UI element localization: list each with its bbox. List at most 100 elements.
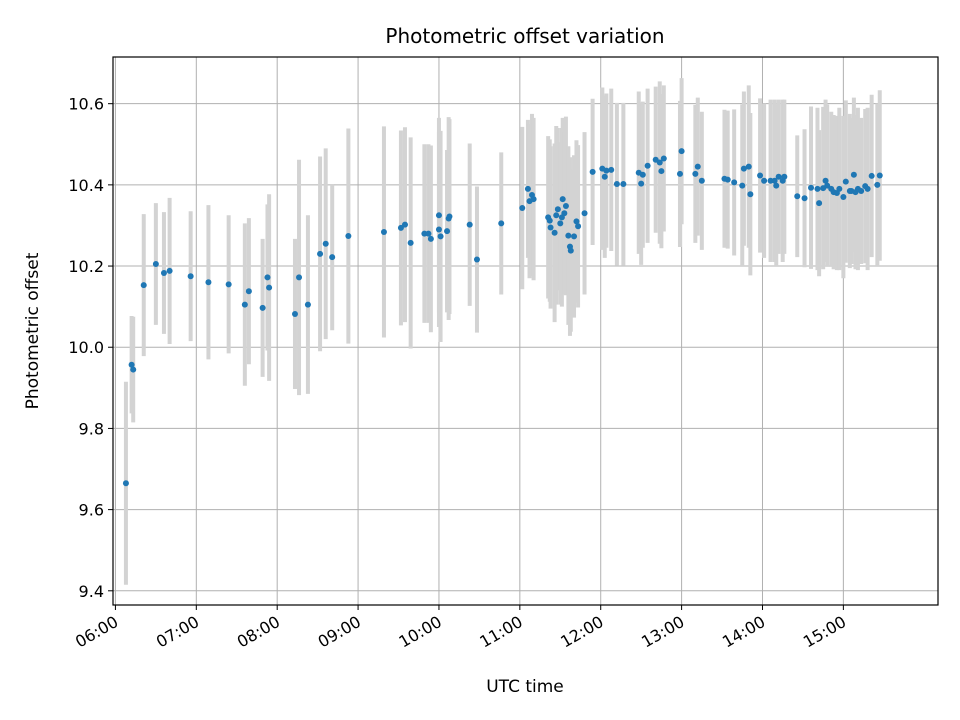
data-point bbox=[437, 233, 444, 240]
data-point bbox=[822, 177, 829, 184]
data-point bbox=[692, 170, 699, 177]
data-point bbox=[554, 206, 561, 213]
data-point bbox=[444, 228, 451, 235]
data-point bbox=[771, 177, 778, 184]
data-points bbox=[122, 148, 883, 487]
data-point bbox=[747, 191, 754, 198]
data-point bbox=[547, 224, 554, 231]
y-tick-label: 9.8 bbox=[79, 419, 104, 438]
data-point bbox=[401, 221, 408, 228]
data-point bbox=[166, 267, 173, 274]
data-point bbox=[567, 247, 574, 254]
data-point bbox=[304, 301, 311, 308]
y-axis-label: Photometric offset bbox=[23, 252, 43, 409]
data-point bbox=[122, 480, 129, 487]
y-tick-label: 10.4 bbox=[68, 176, 104, 195]
data-point bbox=[824, 182, 831, 189]
data-point bbox=[638, 180, 645, 187]
data-point bbox=[397, 224, 404, 231]
data-point bbox=[345, 233, 352, 240]
y-tick-label: 10.0 bbox=[68, 338, 104, 357]
data-point bbox=[601, 173, 608, 180]
chart-title: Photometric offset variation bbox=[385, 24, 664, 48]
data-point bbox=[613, 181, 620, 188]
data-point bbox=[128, 361, 135, 368]
y-tick-label: 9.4 bbox=[79, 582, 104, 601]
plot-area-frame bbox=[112, 56, 939, 606]
data-point bbox=[259, 304, 266, 311]
data-point bbox=[868, 172, 875, 179]
data-point bbox=[225, 281, 232, 288]
y-tick-label: 10.6 bbox=[68, 95, 104, 114]
data-point bbox=[322, 240, 329, 247]
data-point bbox=[446, 213, 453, 220]
data-point bbox=[130, 366, 137, 373]
data-point bbox=[781, 173, 788, 180]
data-point bbox=[466, 221, 473, 228]
data-point bbox=[581, 210, 588, 217]
data-point bbox=[561, 210, 568, 217]
data-point bbox=[498, 220, 505, 227]
data-point bbox=[380, 228, 387, 235]
data-point bbox=[524, 185, 531, 192]
data-point bbox=[620, 181, 627, 188]
data-point bbox=[187, 273, 194, 280]
data-point bbox=[676, 170, 683, 177]
data-point bbox=[557, 220, 564, 227]
data-point bbox=[296, 274, 303, 281]
data-point bbox=[152, 261, 159, 268]
data-point bbox=[773, 182, 780, 189]
data-point bbox=[608, 166, 615, 173]
data-point bbox=[757, 172, 764, 179]
data-point bbox=[794, 193, 801, 200]
data-point bbox=[435, 212, 442, 219]
data-point bbox=[739, 182, 746, 189]
data-point bbox=[329, 254, 336, 261]
data-point bbox=[724, 176, 731, 183]
data-point bbox=[644, 162, 651, 169]
data-point bbox=[801, 195, 808, 202]
data-point bbox=[842, 178, 849, 185]
data-point bbox=[603, 167, 610, 174]
data-point bbox=[317, 250, 324, 257]
data-point bbox=[740, 165, 747, 172]
data-point bbox=[205, 279, 212, 286]
data-point bbox=[745, 163, 752, 170]
data-point bbox=[264, 274, 271, 281]
data-point bbox=[551, 229, 558, 236]
data-point bbox=[473, 256, 480, 263]
data-point bbox=[559, 196, 566, 203]
data-point bbox=[562, 202, 569, 209]
data-point bbox=[291, 310, 298, 317]
data-point bbox=[241, 301, 248, 308]
data-point bbox=[407, 239, 414, 246]
data-point bbox=[836, 185, 843, 192]
data-point bbox=[864, 185, 871, 192]
data-point bbox=[573, 218, 580, 225]
data-point bbox=[775, 173, 782, 180]
data-point bbox=[639, 171, 646, 178]
data-point bbox=[658, 168, 665, 175]
data-point bbox=[816, 200, 823, 207]
data-point bbox=[530, 196, 537, 203]
data-point bbox=[694, 163, 701, 170]
data-point bbox=[850, 171, 857, 178]
data-point bbox=[160, 269, 167, 276]
x-axis-label: UTC time bbox=[486, 677, 564, 697]
data-point bbox=[425, 230, 432, 237]
data-point bbox=[678, 148, 685, 155]
data-point bbox=[698, 177, 705, 184]
data-point bbox=[876, 172, 883, 179]
data-point bbox=[565, 232, 572, 239]
y-tick-label: 9.6 bbox=[79, 501, 104, 520]
data-point bbox=[435, 226, 442, 233]
data-point bbox=[266, 284, 273, 291]
data-point bbox=[656, 159, 663, 166]
data-point bbox=[571, 233, 578, 240]
data-point bbox=[553, 212, 560, 219]
data-point bbox=[814, 185, 821, 192]
y-tick-label: 10.2 bbox=[68, 257, 104, 276]
data-point bbox=[519, 205, 526, 212]
